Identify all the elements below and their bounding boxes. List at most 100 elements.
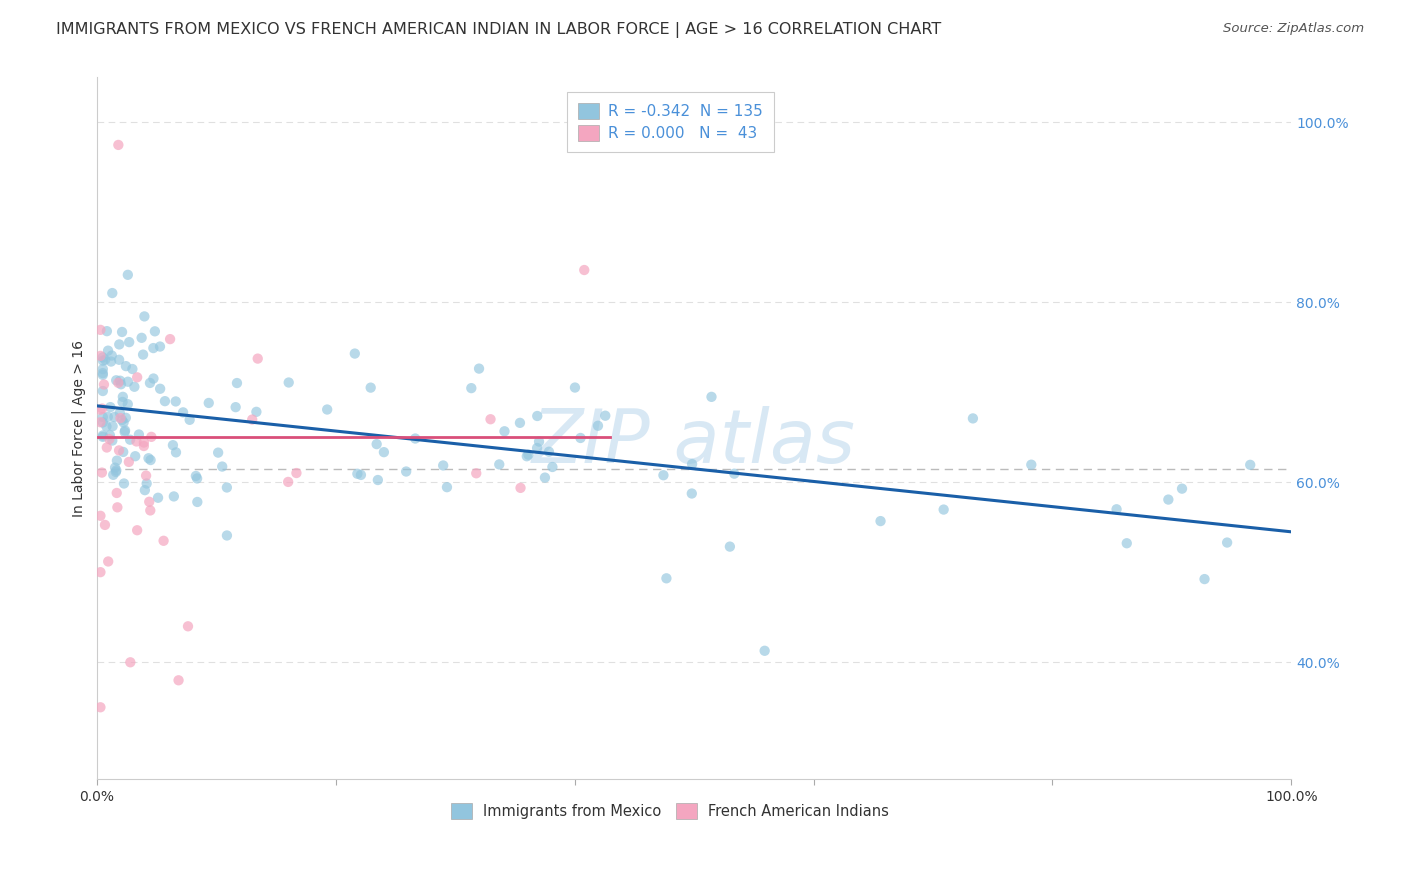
- Point: [91, 368, 114, 382]
- Point: [121, 362, 143, 376]
- Point: [96, 419, 118, 434]
- Point: [366, 437, 388, 451]
- Point: [488, 458, 510, 472]
- Point: [149, 340, 172, 354]
- Point: [132, 435, 155, 450]
- Point: [107, 376, 129, 390]
- Point: [395, 465, 418, 479]
- Point: [316, 402, 339, 417]
- Point: [165, 394, 187, 409]
- Point: [509, 416, 531, 430]
- Point: [564, 380, 586, 394]
- Point: [373, 445, 395, 459]
- Point: [527, 434, 550, 449]
- Y-axis label: In Labor Force | Age > 16: In Labor Force | Age > 16: [72, 340, 86, 516]
- Point: [101, 349, 124, 363]
- Point: [1157, 492, 1180, 507]
- Point: [91, 366, 114, 380]
- Point: [226, 376, 249, 390]
- Legend: Immigrants from Mexico, French American Indians: Immigrants from Mexico, French American …: [446, 797, 896, 824]
- Text: ZIP atlas: ZIP atlas: [531, 407, 856, 478]
- Point: [655, 571, 678, 585]
- Point: [132, 439, 155, 453]
- Point: [1115, 536, 1137, 550]
- Point: [350, 467, 373, 482]
- Point: [94, 352, 117, 367]
- Point: [167, 673, 190, 688]
- Point: [104, 460, 127, 475]
- Point: [1171, 482, 1194, 496]
- Point: [460, 381, 482, 395]
- Point: [111, 390, 134, 404]
- Text: Source: ZipAtlas.com: Source: ZipAtlas.com: [1223, 22, 1364, 36]
- Point: [186, 471, 208, 485]
- Point: [681, 457, 703, 471]
- Point: [569, 431, 592, 445]
- Point: [207, 445, 229, 459]
- Point: [91, 430, 114, 444]
- Point: [97, 409, 120, 424]
- Point: [134, 310, 156, 324]
- Point: [245, 405, 267, 419]
- Point: [128, 427, 150, 442]
- Point: [1105, 502, 1128, 516]
- Point: [91, 362, 114, 376]
- Point: [141, 430, 163, 444]
- Point: [110, 411, 132, 425]
- Point: [153, 394, 176, 409]
- Point: [112, 445, 135, 459]
- Point: [104, 465, 127, 479]
- Point: [89, 415, 111, 429]
- Point: [91, 409, 114, 424]
- Point: [149, 382, 172, 396]
- Point: [115, 359, 138, 373]
- Point: [89, 508, 111, 523]
- Point: [139, 453, 162, 467]
- Point: [346, 467, 368, 481]
- Point: [91, 353, 114, 368]
- Point: [91, 416, 114, 430]
- Point: [138, 495, 160, 509]
- Point: [127, 370, 149, 384]
- Point: [541, 460, 564, 475]
- Point: [111, 395, 134, 409]
- Point: [534, 470, 557, 484]
- Point: [96, 441, 118, 455]
- Point: [101, 419, 124, 434]
- Point: [108, 352, 131, 367]
- Point: [700, 390, 723, 404]
- Point: [112, 416, 135, 430]
- Point: [537, 444, 560, 458]
- Point: [165, 445, 187, 459]
- Point: [105, 486, 128, 500]
- Point: [142, 341, 165, 355]
- Point: [114, 425, 136, 439]
- Point: [1216, 535, 1239, 549]
- Point: [91, 351, 114, 365]
- Point: [494, 424, 516, 438]
- Point: [110, 377, 132, 392]
- Point: [125, 434, 148, 449]
- Point: [215, 481, 238, 495]
- Point: [277, 376, 299, 390]
- Point: [107, 137, 129, 152]
- Point: [465, 467, 488, 481]
- Point: [197, 396, 219, 410]
- Point: [962, 411, 984, 425]
- Point: [105, 500, 128, 515]
- Point: [186, 495, 208, 509]
- Point: [681, 486, 703, 500]
- Point: [89, 402, 111, 417]
- Point: [172, 405, 194, 419]
- Point: [718, 540, 741, 554]
- Point: [285, 466, 308, 480]
- Point: [117, 375, 139, 389]
- Point: [105, 373, 128, 387]
- Point: [108, 374, 131, 388]
- Point: [215, 528, 238, 542]
- Point: [131, 331, 153, 345]
- Point: [98, 428, 121, 442]
- Point: [111, 325, 134, 339]
- Point: [586, 418, 609, 433]
- Point: [135, 476, 157, 491]
